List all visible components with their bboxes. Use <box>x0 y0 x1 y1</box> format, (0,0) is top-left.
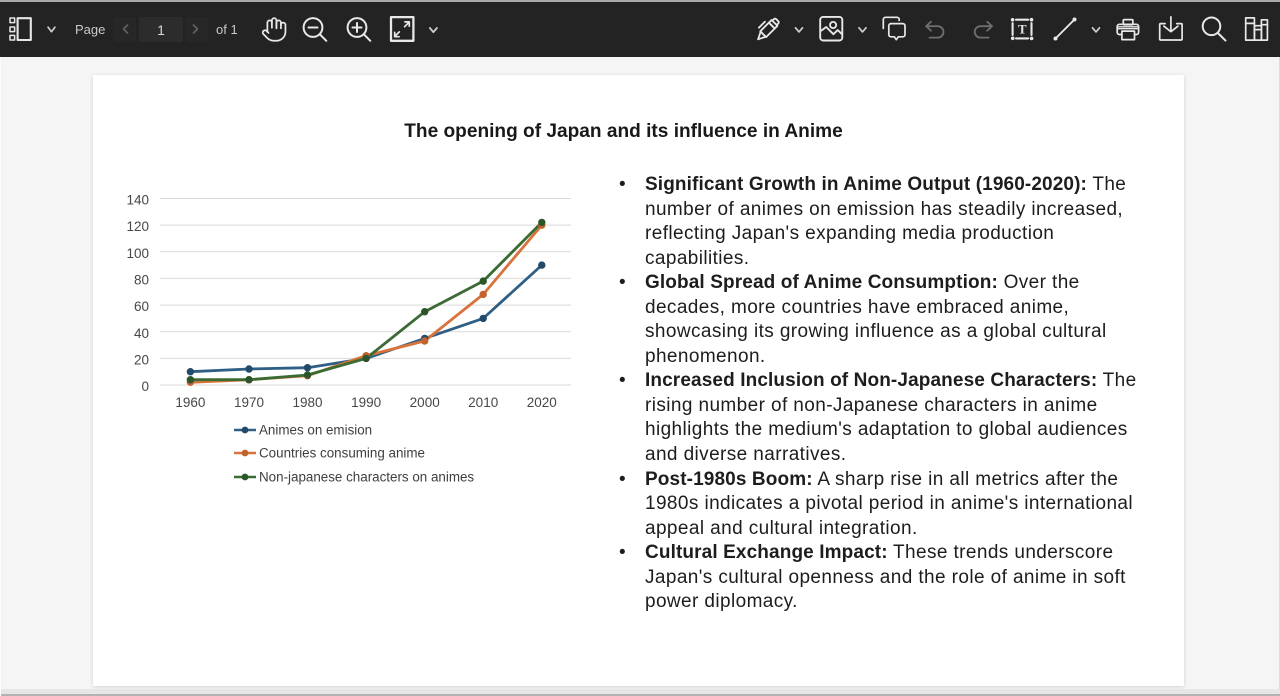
svg-text:60: 60 <box>134 299 149 314</box>
svg-text:140: 140 <box>126 193 149 208</box>
svg-text:120: 120 <box>126 219 149 234</box>
svg-text:100: 100 <box>126 246 149 261</box>
svg-text:T: T <box>1018 23 1027 37</box>
svg-text:0: 0 <box>141 379 149 394</box>
svg-text:20: 20 <box>134 353 149 368</box>
svg-text:80: 80 <box>134 273 149 288</box>
svg-text:2000: 2000 <box>410 395 440 410</box>
svg-text:2020: 2020 <box>527 395 557 410</box>
svg-text:Non-japanese characters on ani: Non-japanese characters on animes <box>259 470 474 485</box>
svg-text:2010: 2010 <box>468 395 498 410</box>
svg-text:1960: 1960 <box>175 395 205 410</box>
svg-text:Animes on emision: Animes on emision <box>259 423 372 438</box>
svg-text:1980: 1980 <box>292 395 322 410</box>
svg-text:1990: 1990 <box>351 395 381 410</box>
svg-text:40: 40 <box>134 326 149 341</box>
svg-text:1970: 1970 <box>234 395 264 410</box>
svg-text:Countries consuming anime: Countries consuming anime <box>259 446 425 461</box>
